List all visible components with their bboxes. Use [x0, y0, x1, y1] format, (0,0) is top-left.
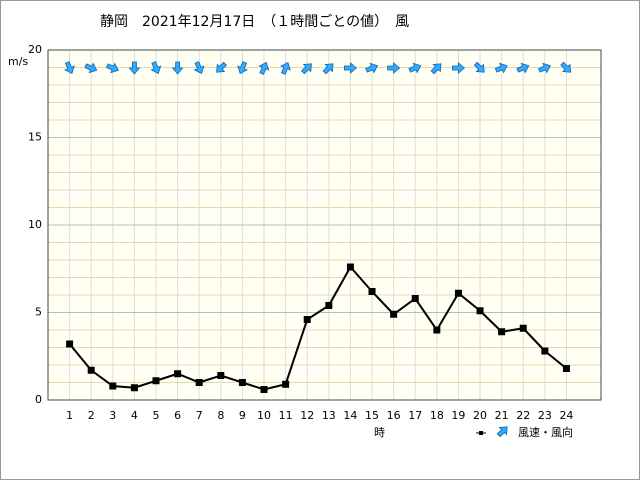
- wind-arrow: [365, 62, 379, 74]
- wind-arrow: [408, 62, 422, 74]
- wind-arrow: [216, 61, 228, 73]
- x-tick-label: 19: [451, 409, 465, 422]
- wind-arrow: [105, 62, 119, 74]
- wind-arrow: [171, 61, 184, 75]
- x-tick-label: 20: [473, 409, 487, 422]
- legend-arrow: [496, 426, 508, 438]
- point: [390, 310, 398, 318]
- x-tick-label: 21: [495, 409, 509, 422]
- point: [325, 302, 333, 309]
- wind-arrow: [128, 61, 141, 75]
- x-tick-label: 18: [430, 409, 444, 422]
- wind-arrow: [322, 63, 334, 75]
- point: [562, 365, 570, 372]
- x-tick-label: 10: [257, 409, 271, 422]
- point: [109, 382, 117, 390]
- wind-arrow: [494, 62, 508, 74]
- x-tick-label: 22: [516, 409, 530, 422]
- x-tick-label: 3: [109, 409, 116, 422]
- wind-arrow: [237, 61, 248, 75]
- y-tick-label: 20: [28, 43, 42, 56]
- point: [87, 366, 95, 374]
- y-unit: m/s: [8, 55, 28, 68]
- x-tick-label: 2: [88, 409, 95, 422]
- x-tick-label: 6: [174, 409, 181, 422]
- point: [217, 372, 225, 379]
- point: [238, 379, 246, 386]
- point: [519, 324, 527, 332]
- wind-arrow: [473, 61, 485, 73]
- x-tick-label: 13: [322, 409, 336, 422]
- point: [282, 380, 290, 388]
- point: [454, 289, 462, 297]
- x-tick-label: 24: [559, 409, 573, 422]
- point: [433, 326, 441, 334]
- point: [368, 288, 376, 295]
- legend-label: 風速・風向: [518, 425, 573, 439]
- x-tick-label: 14: [343, 409, 357, 422]
- wind-arrow: [516, 62, 530, 74]
- x-tick-label: 15: [365, 409, 379, 422]
- point: [346, 263, 354, 271]
- x-tick-label: 11: [279, 409, 293, 422]
- wind-arrow: [64, 61, 75, 75]
- point: [476, 307, 484, 315]
- wind-arrow: [300, 63, 312, 75]
- point: [66, 340, 74, 348]
- x-tick-label: 9: [239, 409, 246, 422]
- x-tick-label: 17: [408, 409, 422, 422]
- plot-border: [47, 49, 602, 401]
- point: [541, 347, 549, 355]
- x-tick-label: 5: [153, 409, 160, 422]
- wind-arrow: [84, 62, 98, 74]
- x-tick-label: 16: [387, 409, 401, 422]
- wind-arrow: [560, 61, 572, 73]
- point: [411, 295, 419, 302]
- x-tick-label: 8: [217, 409, 224, 422]
- y-tick-label: 10: [28, 218, 42, 231]
- wind-arrow: [538, 62, 551, 74]
- point: [498, 328, 506, 336]
- y-tick-label: 0: [35, 393, 42, 406]
- point: [130, 384, 138, 392]
- x-tick-label: 23: [538, 409, 552, 422]
- x-tick-label: 7: [196, 409, 203, 422]
- wind-arrow: [430, 63, 442, 75]
- wind-arrow: [452, 62, 466, 74]
- y-tick-label: 15: [28, 131, 42, 144]
- point: [303, 316, 311, 323]
- chart-title: 静岡 2021年12月17日 （１時間ごとの値） 風: [100, 14, 409, 30]
- legend-point: [479, 431, 483, 435]
- point: [174, 370, 182, 378]
- wind-arrow: [150, 61, 162, 75]
- wind-arrow: [344, 62, 358, 74]
- line: [68, 265, 568, 391]
- point: [260, 386, 268, 393]
- x-tick-label: 4: [131, 409, 138, 422]
- x-tick-label: 1: [66, 409, 73, 422]
- wind-arrow: [193, 61, 205, 75]
- wind-arrow: [258, 61, 270, 75]
- point: [152, 377, 160, 385]
- y-tick-label: 5: [35, 306, 42, 319]
- point: [195, 379, 203, 386]
- x-tick-label: 12: [300, 409, 314, 422]
- wind-arrow: [387, 62, 401, 74]
- wind-arrow: [280, 61, 291, 75]
- x-label: 時: [374, 426, 385, 439]
